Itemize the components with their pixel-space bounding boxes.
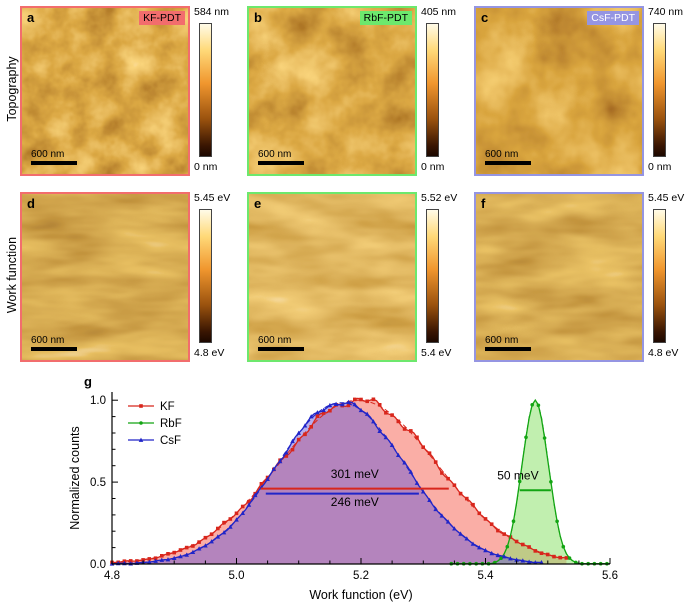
colorbar-min-label: 0 nm <box>194 161 218 173</box>
scale-bar-label: 600 nm <box>31 149 65 160</box>
scale-bar-label: 600 nm <box>31 335 65 346</box>
svg-text:246 meV: 246 meV <box>331 495 379 509</box>
scale-bar-label: 600 nm <box>485 335 519 346</box>
colorbar <box>426 209 439 343</box>
row-label-topography: Topography <box>5 56 19 122</box>
colorbar-min-label: 4.8 eV <box>648 347 679 359</box>
svg-text:0.5: 0.5 <box>90 477 106 489</box>
colorbar-max-label: 405 nm <box>421 6 457 18</box>
svg-text:4.8: 4.8 <box>104 570 120 582</box>
scale-bar-line <box>485 161 531 165</box>
svg-text:1.0: 1.0 <box>90 395 106 407</box>
panel-b: b RbF-PDT 600 nm 405 nm 0 nm <box>247 6 474 186</box>
afm-texture <box>22 194 188 360</box>
afm-topography-image-rbf: b RbF-PDT 600 nm <box>247 6 417 176</box>
scale-bar-line <box>258 347 304 351</box>
panel-letter: c <box>481 10 489 25</box>
colorbar <box>199 23 212 157</box>
scale-bar: 600 nm <box>258 149 304 165</box>
svg-text:CsF: CsF <box>160 435 181 447</box>
colorbar-max-label: 5.45 eV <box>194 192 231 204</box>
colorbar <box>199 209 212 343</box>
scale-bar: 600 nm <box>258 335 304 351</box>
colorbar <box>653 209 666 343</box>
colorbar-min-label: 4.8 eV <box>194 347 225 359</box>
colorbar <box>426 23 439 157</box>
scale-bar-line <box>31 347 77 351</box>
svg-text:5.2: 5.2 <box>353 570 369 582</box>
scale-bar-line <box>31 161 77 165</box>
colorbar-min-label: 0 nm <box>421 161 445 173</box>
scale-bar: 600 nm <box>485 149 531 165</box>
scale-bar-line <box>258 161 304 165</box>
panel-f: f 600 nm 5.45 eV 4.8 eV <box>474 192 685 372</box>
scale-bar: 600 nm <box>485 335 531 351</box>
work-function-map-csf: f 600 nm <box>474 192 644 362</box>
colorbar-min-label: 5.4 eV <box>421 347 452 359</box>
colorbar-min-label: 0 nm <box>648 161 672 173</box>
scale-bar-line <box>485 347 531 351</box>
sample-badge-kf: KF-PDT <box>139 11 185 25</box>
panel-letter-g: g <box>84 374 92 389</box>
afm-topography-image-csf: c CsF-PDT 600 nm <box>474 6 644 176</box>
afm-texture <box>249 194 415 360</box>
svg-text:KF: KF <box>160 401 175 413</box>
svg-text:5.4: 5.4 <box>478 570 495 582</box>
histogram-svg: 4.8 5.0 5.2 5.4 5.6 0.0 0.5 1.0 301 meV 246 meV 50… <box>68 392 618 602</box>
svg-text:5.0: 5.0 <box>229 570 245 582</box>
panel-letter: b <box>254 10 262 25</box>
svg-text:Normalized counts: Normalized counts <box>68 426 82 530</box>
scale-bar: 600 nm <box>31 335 77 351</box>
colorbar-max-label: 5.45 eV <box>648 192 685 204</box>
panel-letter: e <box>254 196 262 211</box>
svg-text:RbF: RbF <box>160 418 182 430</box>
panel-e: e 600 nm 5.52 eV 5.4 eV <box>247 192 474 372</box>
scale-bar: 600 nm <box>31 149 77 165</box>
afm-texture <box>476 194 642 360</box>
scale-bar-label: 600 nm <box>258 149 292 160</box>
panel-letter: d <box>27 196 35 211</box>
svg-text:50 meV: 50 meV <box>497 469 538 483</box>
panel-letter: f <box>481 196 486 211</box>
scale-bar-label: 600 nm <box>258 335 292 346</box>
work-function-map-kf: d 600 nm <box>20 192 190 362</box>
colorbar-max-label: 740 nm <box>648 6 684 18</box>
svg-text:5.6: 5.6 <box>602 570 618 582</box>
work-function-histogram: 4.8 5.0 5.2 5.4 5.6 0.0 0.5 1.0 301 meV 246 meV 50… <box>62 384 622 604</box>
panel-letter: a <box>27 10 35 25</box>
work-function-map-rbf: e 600 nm <box>247 192 417 362</box>
svg-text:0.0: 0.0 <box>90 559 106 571</box>
svg-text:Work function (eV): Work function (eV) <box>309 588 412 602</box>
svg-text:301 meV: 301 meV <box>331 467 379 481</box>
panel-a: a KF-PDT 600 nm 584 nm 0 nm <box>20 6 247 186</box>
sample-badge-rbf: RbF-PDT <box>359 11 412 25</box>
colorbar <box>653 23 666 157</box>
sample-badge-csf: CsF-PDT <box>587 11 639 25</box>
row-label-work-function: Work function <box>5 236 19 314</box>
afm-texture <box>476 8 642 174</box>
panel-d: d 600 nm 5.45 eV 4.8 eV <box>20 192 247 372</box>
afm-texture <box>249 8 415 174</box>
afm-topography-image-kf: a KF-PDT 600 nm <box>20 6 190 176</box>
colorbar-max-label: 584 nm <box>194 6 230 18</box>
scale-bar-label: 600 nm <box>485 149 519 160</box>
panel-c: c CsF-PDT 600 nm 740 nm 0 nm <box>474 6 685 186</box>
afm-texture <box>22 8 188 174</box>
colorbar-max-label: 5.52 eV <box>421 192 458 204</box>
